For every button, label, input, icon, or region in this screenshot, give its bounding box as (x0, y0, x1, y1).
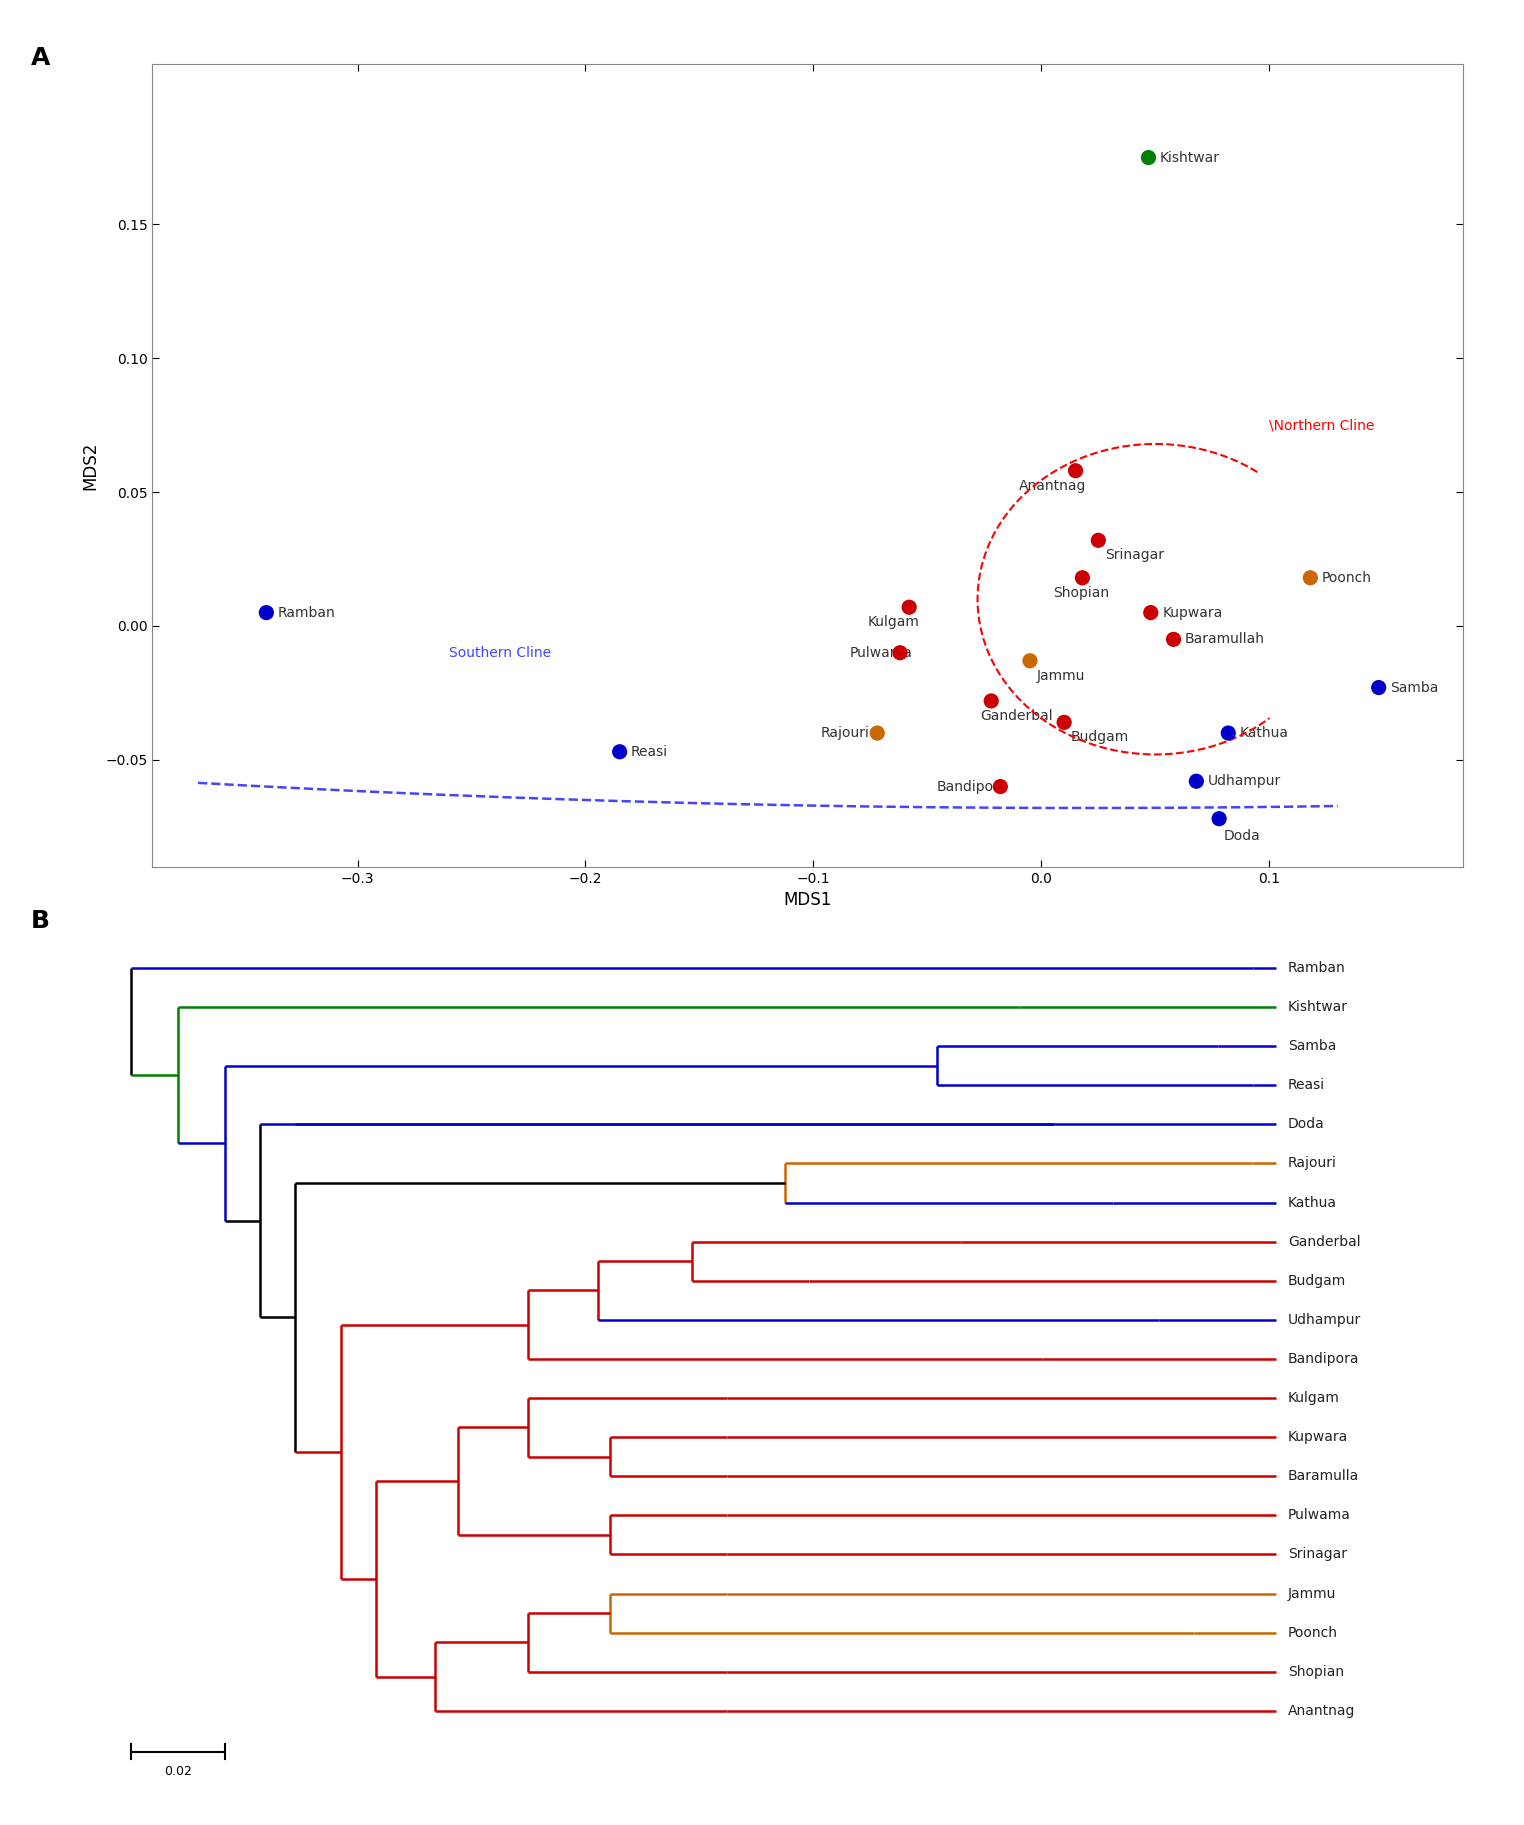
Text: Ramban: Ramban (277, 606, 335, 620)
Text: Southern Cline: Southern Cline (448, 646, 550, 661)
Text: Srinagar: Srinagar (1288, 1548, 1347, 1562)
Text: Kishtwar: Kishtwar (1288, 1000, 1347, 1015)
Text: 0.02: 0.02 (165, 1765, 192, 1778)
Text: Samba: Samba (1390, 681, 1439, 695)
Text: Anantnag: Anantnag (1288, 1705, 1355, 1717)
Text: Jammu: Jammu (1036, 668, 1085, 683)
Point (1298, 564, 1323, 593)
Text: Udhampur: Udhampur (1288, 1312, 1361, 1327)
Text: Kathua: Kathua (1239, 726, 1289, 741)
Text: Ganderbal: Ganderbal (980, 708, 1053, 723)
Point (608, 737, 632, 766)
Point (978, 686, 1003, 715)
Point (1138, 599, 1163, 628)
Text: Shopian: Shopian (1288, 1664, 1344, 1679)
Point (1070, 564, 1094, 593)
Text: Baramulla: Baramulla (1288, 1469, 1359, 1484)
Text: Rajouri: Rajouri (1288, 1157, 1337, 1170)
Point (1087, 526, 1111, 555)
Text: A: A (30, 46, 50, 69)
Text: Reasi: Reasi (1288, 1079, 1324, 1091)
Text: Budgam: Budgam (1071, 730, 1129, 745)
Text: Rajouri: Rajouri (820, 726, 869, 741)
Text: B: B (30, 909, 49, 933)
Text: Pulwama: Pulwama (1288, 1507, 1350, 1522)
Text: Bandipora: Bandipora (1288, 1352, 1359, 1365)
Point (1184, 766, 1209, 796)
Point (1216, 719, 1241, 748)
Text: Doda: Doda (1224, 829, 1260, 843)
Text: Kulgam: Kulgam (1288, 1391, 1340, 1405)
Text: Ganderbal: Ganderbal (1288, 1234, 1361, 1248)
Text: Doda: Doda (1288, 1117, 1324, 1132)
Text: Ramban: Ramban (1288, 962, 1346, 975)
Text: Poonch: Poonch (1288, 1626, 1338, 1639)
Text: Budgam: Budgam (1288, 1274, 1346, 1288)
Point (1161, 624, 1186, 653)
Text: Kupwara: Kupwara (1163, 606, 1222, 620)
Point (1367, 673, 1391, 703)
Text: Kulgam: Kulgam (869, 615, 920, 630)
Y-axis label: MDS2: MDS2 (82, 442, 99, 489)
Text: Udhampur: Udhampur (1207, 774, 1282, 788)
Text: Kishtwar: Kishtwar (1160, 150, 1219, 164)
Point (1018, 646, 1042, 675)
Point (888, 639, 913, 668)
Text: Kupwara: Kupwara (1288, 1431, 1349, 1444)
Text: Kathua: Kathua (1288, 1195, 1337, 1210)
Text: \Northern Cline: \Northern Cline (1269, 418, 1375, 433)
Text: Srinagar: Srinagar (1105, 548, 1164, 562)
X-axis label: MDS1: MDS1 (783, 891, 832, 909)
Point (898, 593, 922, 622)
Text: Reasi: Reasi (631, 745, 668, 759)
Point (1064, 456, 1088, 485)
Point (866, 719, 890, 748)
Point (988, 772, 1012, 801)
Text: Pulwama: Pulwama (850, 646, 913, 661)
Text: Anantnag: Anantnag (1018, 478, 1087, 493)
Text: Bandipora: Bandipora (937, 779, 1007, 794)
Point (1052, 708, 1076, 737)
Text: Baramullah: Baramullah (1186, 631, 1265, 646)
Point (255, 599, 279, 628)
Text: Poonch: Poonch (1321, 571, 1372, 584)
Text: Samba: Samba (1288, 1038, 1337, 1053)
Point (1137, 142, 1161, 172)
Point (1207, 805, 1231, 834)
Text: Jammu: Jammu (1288, 1586, 1337, 1601)
Text: Shopian: Shopian (1053, 586, 1109, 600)
